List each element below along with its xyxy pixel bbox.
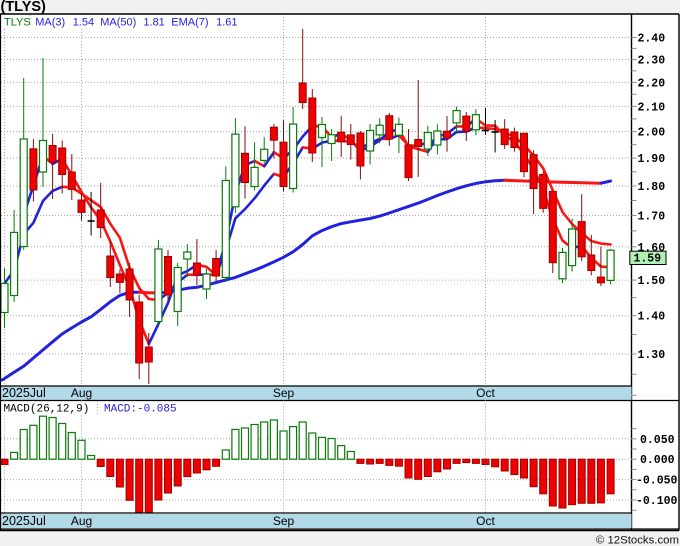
svg-text:1.70: 1.70 (638, 211, 666, 224)
svg-text:-0.050: -0.050 (636, 475, 678, 488)
svg-text:2025Jul: 2025Jul (2, 386, 46, 400)
svg-text:1.61: 1.61 (216, 17, 237, 29)
svg-text:2025Jul: 2025Jul (2, 514, 46, 528)
svg-text:1.81: 1.81 (143, 17, 164, 29)
svg-text:2.00: 2.00 (638, 127, 666, 140)
svg-text:MA(3): MA(3) (35, 17, 65, 29)
svg-text:0.050: 0.050 (640, 434, 675, 447)
svg-text:Aug: Aug (71, 386, 92, 400)
svg-text:-0.100: -0.100 (636, 495, 678, 508)
svg-text:1.54: 1.54 (73, 17, 94, 29)
svg-text:Sep: Sep (273, 386, 295, 400)
svg-text:1.40: 1.40 (638, 311, 666, 324)
svg-text:Oct: Oct (476, 514, 495, 528)
svg-text:MACD(26,12,9): MACD(26,12,9) (4, 404, 90, 416)
svg-text:1.80: 1.80 (638, 181, 666, 194)
svg-text:Aug: Aug (71, 514, 92, 528)
svg-text:(TLYS): (TLYS) (1, 0, 47, 15)
svg-text:1.90: 1.90 (638, 153, 666, 166)
svg-text:MACD:-0.085: MACD:-0.085 (104, 404, 177, 416)
svg-text:1.50: 1.50 (638, 275, 666, 288)
svg-text:EMA(7): EMA(7) (171, 17, 208, 29)
svg-text:Oct: Oct (476, 386, 495, 400)
svg-text:TLYS: TLYS (4, 17, 31, 29)
svg-text:2.30: 2.30 (638, 55, 666, 68)
svg-text:2.40: 2.40 (638, 33, 666, 46)
svg-text:Sep: Sep (273, 514, 295, 528)
svg-text:2.20: 2.20 (638, 77, 666, 90)
svg-text:1.30: 1.30 (638, 349, 666, 362)
svg-text:MA(50): MA(50) (100, 17, 136, 29)
svg-text:1.59: 1.59 (634, 253, 662, 266)
svg-text:© 12Stocks.com: © 12Stocks.com (596, 535, 679, 546)
svg-text:2.10: 2.10 (638, 101, 666, 114)
svg-text:0.000: 0.000 (640, 454, 675, 467)
